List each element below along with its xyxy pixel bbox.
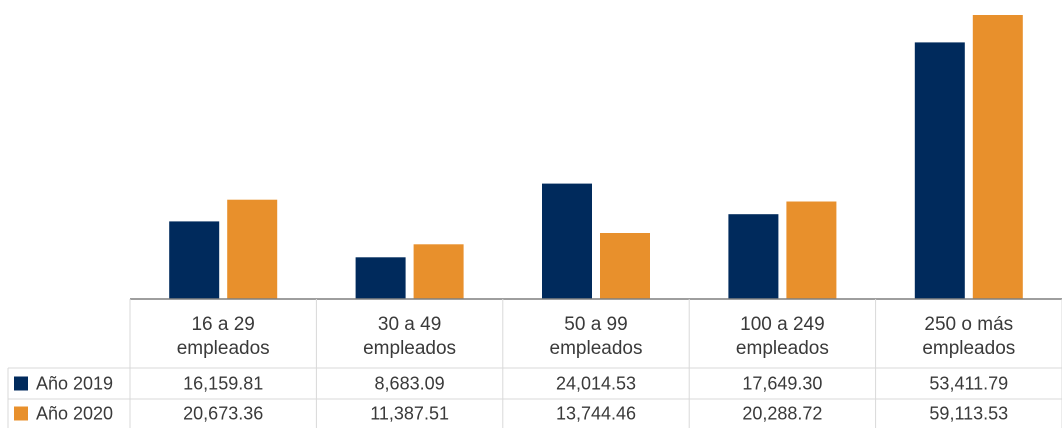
data-label: 13,744.46 [556,404,636,424]
data-label: 8,683.09 [375,374,445,394]
bar-2020-2 [600,233,650,299]
legend-swatch-2020 [14,406,28,421]
bar-2020-0 [227,199,278,299]
data-label: 59,113.53 [929,404,1008,424]
data-label: 53,411.79 [929,374,1008,394]
category-label: 16 a 29 empleados [177,314,270,359]
data-label: 20,673.36 [183,404,263,424]
bar-2020-1 [413,244,464,299]
bar-2019-4 [914,42,965,300]
data-label: 16,159.81 [183,374,263,394]
data-table: 16 a 29 empleados 30 a 49 empleados 50 a 99 e… [7,299,1062,428]
legend-swatch-2019 [14,376,28,391]
bar-2019-2 [542,183,592,299]
bar-2019-0 [169,221,220,299]
bar-2020-4 [972,15,1023,299]
category-label: 30 a 49 empleados [363,314,456,359]
data-label: 17,649.30 [742,374,822,394]
data-label: 24,014.53 [556,374,636,394]
bar-2019-3 [728,214,779,299]
data-label: 20,288.72 [742,404,822,424]
category-label: 50 a 99 empleados [550,314,643,359]
bar-2019-1 [355,257,406,299]
bar-2020-3 [786,201,837,299]
category-label: 100 a 249 empleados [736,314,829,359]
category-label: 250 o más empleados [922,314,1015,359]
legend-label: Año 2020 [36,404,113,424]
bars-group [130,15,1062,300]
legend-label: Año 2019 [36,374,113,394]
data-label: 11,387.51 [370,404,449,424]
